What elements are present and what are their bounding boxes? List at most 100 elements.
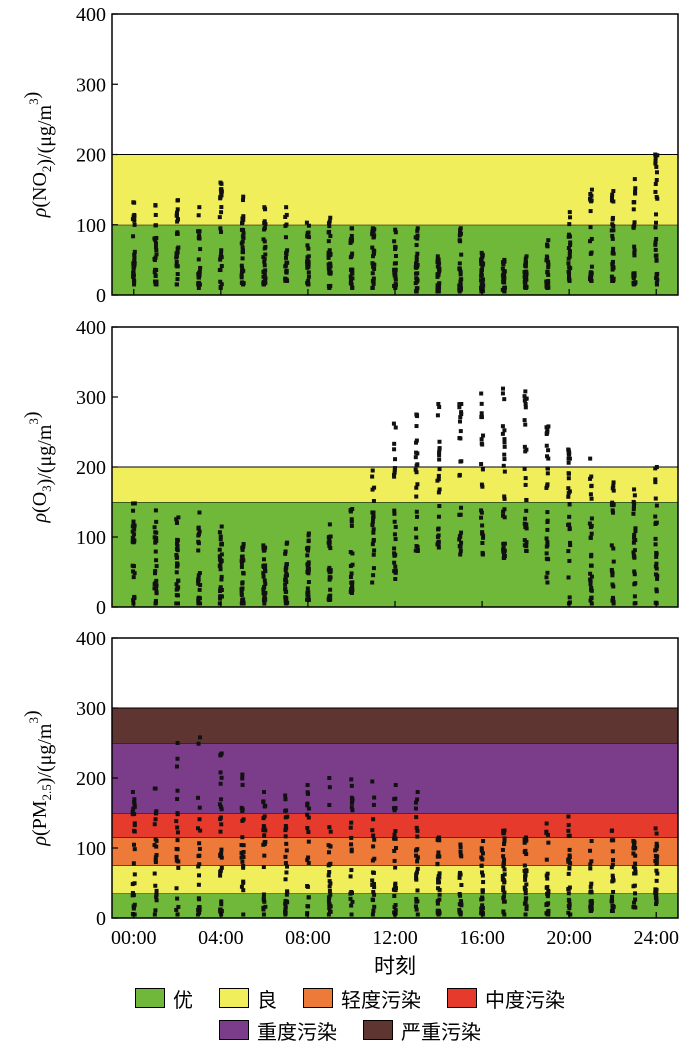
chart-panel-3: 0 100 200 300 400 ρ(PM2.5)/(μg/m3): [21, 628, 679, 930]
data-point: [481, 535, 486, 540]
data-point: [326, 899, 331, 904]
data-point: [458, 552, 463, 557]
data-point: [327, 884, 332, 889]
data-point: [240, 245, 245, 250]
data-point: [198, 582, 203, 587]
data-point: [174, 553, 179, 558]
data-point: [437, 450, 442, 455]
data-point: [218, 770, 223, 775]
data-point: [589, 496, 594, 501]
data-point: [348, 240, 353, 245]
data-point: [435, 854, 440, 859]
data-point: [175, 555, 180, 560]
data-point: [479, 846, 484, 851]
data-point: [479, 462, 484, 467]
data-point: [609, 274, 614, 279]
data-point: [132, 594, 137, 599]
data-point: [631, 200, 636, 205]
data-point: [523, 260, 528, 265]
data-point: [174, 854, 179, 859]
data-point: [588, 598, 593, 603]
data-point: [524, 269, 529, 274]
legend-swatch: [219, 988, 249, 1008]
data-point: [502, 857, 507, 862]
data-point: [174, 601, 179, 606]
data-point: [372, 892, 377, 897]
data-point: [152, 535, 157, 540]
data-point: [305, 783, 310, 787]
data-point: [196, 882, 201, 887]
data-point: [414, 544, 419, 549]
data-point: [262, 548, 267, 553]
data-point: [589, 586, 594, 591]
data-point: [327, 575, 332, 580]
data-point: [154, 235, 159, 240]
data-point: [502, 541, 507, 546]
data-point: [481, 261, 486, 266]
data-point: [219, 574, 224, 579]
data-point: [588, 456, 593, 461]
data-point: [261, 905, 266, 910]
data-point: [393, 425, 398, 430]
data-point: [283, 877, 288, 882]
data-point: [524, 272, 529, 277]
data-point: [654, 868, 659, 873]
data-point: [589, 484, 594, 489]
data-point: [633, 191, 638, 196]
data-point: [131, 501, 136, 506]
data-point: [327, 224, 332, 229]
data-point: [458, 849, 463, 854]
data-point: [174, 547, 179, 552]
data-point: [348, 825, 353, 830]
data-point: [328, 546, 333, 551]
data-point: [610, 222, 615, 227]
data-point: [174, 213, 179, 218]
data-point: [283, 574, 288, 579]
data-point: [239, 850, 244, 855]
data-point: [217, 530, 222, 535]
data-point: [392, 511, 397, 516]
data-point: [502, 879, 507, 884]
data-point: [174, 570, 179, 575]
data-point: [567, 254, 572, 259]
data-point: [653, 564, 658, 569]
data-point: [653, 159, 658, 164]
data-point: [479, 437, 484, 442]
data-point: [305, 234, 310, 239]
data-point: [457, 875, 462, 880]
data-point: [524, 907, 529, 912]
data-point: [283, 907, 288, 912]
data-point: [154, 838, 159, 843]
data-point: [610, 569, 615, 574]
data-point: [457, 473, 462, 478]
data-point: [523, 476, 528, 481]
data-point: [567, 600, 572, 605]
data-point: [632, 900, 637, 905]
data-point: [589, 881, 594, 886]
data-point: [567, 595, 572, 600]
data-point: [654, 899, 659, 904]
data-point: [219, 902, 224, 907]
data-point: [393, 227, 398, 232]
data-point: [175, 741, 180, 745]
data-point: [479, 285, 484, 290]
data-point: [261, 842, 266, 847]
data-point: [631, 846, 636, 851]
data-point: [371, 870, 376, 875]
data-point: [545, 580, 550, 585]
data-point: [502, 286, 507, 291]
data-point: [174, 517, 179, 522]
data-point: [589, 193, 594, 198]
data-point: [632, 177, 637, 182]
data-point: [130, 790, 135, 794]
data-point: [588, 525, 593, 530]
data-point: [609, 195, 614, 200]
data-point: [239, 884, 244, 889]
data-point: [328, 597, 333, 602]
data-point: [240, 547, 245, 552]
data-point: [239, 280, 244, 285]
data-point: [523, 873, 528, 878]
data-point: [502, 280, 507, 285]
data-point: [262, 899, 267, 904]
data-point: [197, 280, 202, 285]
